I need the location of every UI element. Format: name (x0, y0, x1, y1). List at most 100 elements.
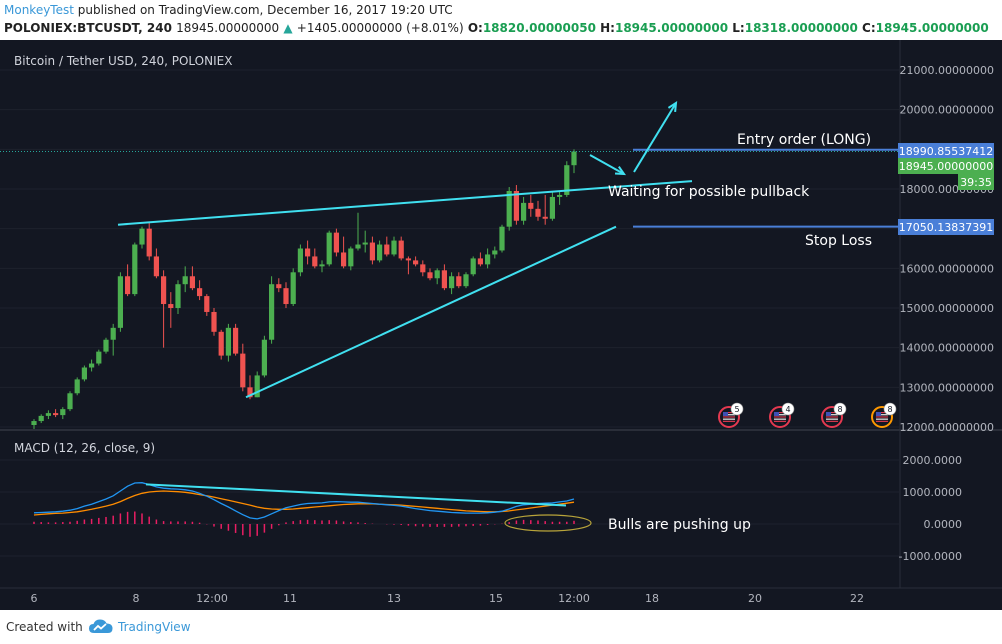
close-label: C: (862, 21, 876, 35)
macd-pane (33, 482, 592, 537)
author-link[interactable]: MonkeyTest (4, 3, 74, 17)
candle-body (261, 339, 267, 376)
candle-body (413, 260, 419, 265)
flag-stripe (774, 418, 786, 420)
candle-body (211, 311, 217, 332)
price-axis-label: 15000.00000000 (900, 302, 994, 315)
time-label: 20 (748, 592, 762, 605)
price-axis: 21000.0000000020000.0000000019000.000000… (899, 64, 994, 563)
chart-area[interactable]: 21000.0000000020000.0000000019000.000000… (0, 40, 1002, 610)
flag-stripe (876, 418, 888, 420)
flag-canton (774, 412, 779, 416)
stop-price-tag: 17050.13837391 (898, 219, 994, 235)
chart-canvas[interactable]: 21000.0000000020000.0000000019000.000000… (0, 40, 1002, 610)
candle-body (441, 270, 447, 289)
flag-stripe (723, 418, 735, 420)
flag-stripe (774, 412, 786, 414)
chart-header: MonkeyTest published on TradingView.com,… (0, 0, 1002, 40)
candle-body (297, 248, 303, 273)
price-axis-label: 20000.00000000 (900, 104, 994, 117)
candle-body (74, 379, 80, 394)
candle-body (225, 327, 231, 356)
pullback-arrow (589, 154, 625, 175)
macd-line (33, 482, 575, 520)
time-label: 22 (850, 592, 864, 605)
candle-body (470, 258, 476, 275)
macd-legend: MACD (12, 26, close, 9) (14, 441, 155, 455)
candle-body (290, 272, 296, 305)
event-badge[interactable]: 8 (821, 402, 847, 428)
badge-count-bg (833, 402, 847, 416)
tradingview-link[interactable]: TradingView (118, 620, 191, 634)
candle-body (269, 284, 275, 340)
candle-body (182, 276, 188, 285)
flag-canton (826, 412, 831, 416)
event-badge[interactable]: 4 (769, 402, 795, 428)
candle-body (53, 413, 59, 416)
candle-body (45, 413, 51, 416)
candle-body (463, 274, 469, 287)
event-badge[interactable]: 8 (871, 402, 897, 428)
entry-order-annotation: Entry order (LONG) (737, 132, 871, 148)
candle-body (117, 276, 123, 328)
time-label: 18 (645, 592, 659, 605)
up-arrow-icon: ▲ (283, 21, 293, 35)
flag-stripe (876, 414, 888, 416)
macd-signal-line (33, 490, 575, 516)
lower-trendline (245, 225, 617, 399)
macd-axis-label: 2000.0000 (903, 454, 963, 467)
price-axis-label: 12000.00000000 (900, 421, 994, 434)
low-value: 18318.00000000 (744, 21, 858, 35)
countdown-tag: 39:35 (958, 174, 994, 190)
candle-body (96, 351, 102, 364)
time-axis: 6 8 12:00 11 13 15 12:00 18 20 22 (31, 592, 865, 605)
close-value: 18945.00000000 (875, 21, 989, 35)
created-with-text: Created with (6, 620, 83, 634)
high-label: H: (600, 21, 615, 35)
flag-stripe (774, 414, 786, 416)
badge-count-bg (781, 402, 795, 416)
tradingview-cloud-icon (89, 619, 113, 633)
candle-body (456, 276, 462, 287)
overlays (0, 101, 900, 399)
symbol-label: POLONIEX:BTCUSDT, 240 (4, 21, 172, 35)
open-value: 18820.00000050 (482, 21, 596, 35)
candle-body (89, 363, 95, 368)
price-axis-label: 21000.00000000 (900, 64, 994, 77)
candle-body (333, 232, 339, 253)
candle-body (153, 256, 159, 277)
candle-body (341, 252, 347, 267)
candle-body (218, 331, 224, 356)
footer: Created with TradingView (0, 612, 1002, 644)
candle-body (355, 244, 361, 249)
time-label: 6 (31, 592, 38, 605)
candle-body (189, 276, 195, 289)
price-change: +1405.00000000 (+8.01%) (296, 21, 464, 35)
candle-body (521, 202, 527, 221)
candle-body (132, 244, 138, 295)
pullback-arrow-head (614, 166, 627, 176)
flag-stripe (826, 416, 838, 418)
candle-body (348, 248, 354, 267)
candle-body (427, 272, 433, 279)
badge-count-bg (730, 402, 744, 416)
macd-highlight-ellipse (504, 514, 592, 532)
candle-body (103, 339, 109, 352)
time-label: 12:00 (558, 592, 590, 605)
candle-body (67, 393, 73, 410)
candle-body (146, 228, 152, 257)
event-badge[interactable]: 5 (718, 402, 744, 428)
candle-body (557, 194, 563, 197)
event-badges[interactable]: 5 4 8 8 (718, 402, 897, 428)
stop-price-tag-text: 17050.13837391 (899, 221, 993, 234)
countdown-tag-text: 39:35 (960, 176, 992, 189)
candle-body (571, 151, 577, 166)
flag-stripe (876, 412, 888, 414)
bulls-annotation: Bulls are pushing up (608, 517, 751, 533)
candle-body (319, 264, 325, 267)
candle-body (168, 304, 174, 308)
candle-body (485, 254, 491, 265)
breakout-arrow (633, 102, 677, 173)
last-price-tag-text: 18945.00000000 (899, 160, 993, 173)
candle-body (405, 258, 411, 261)
